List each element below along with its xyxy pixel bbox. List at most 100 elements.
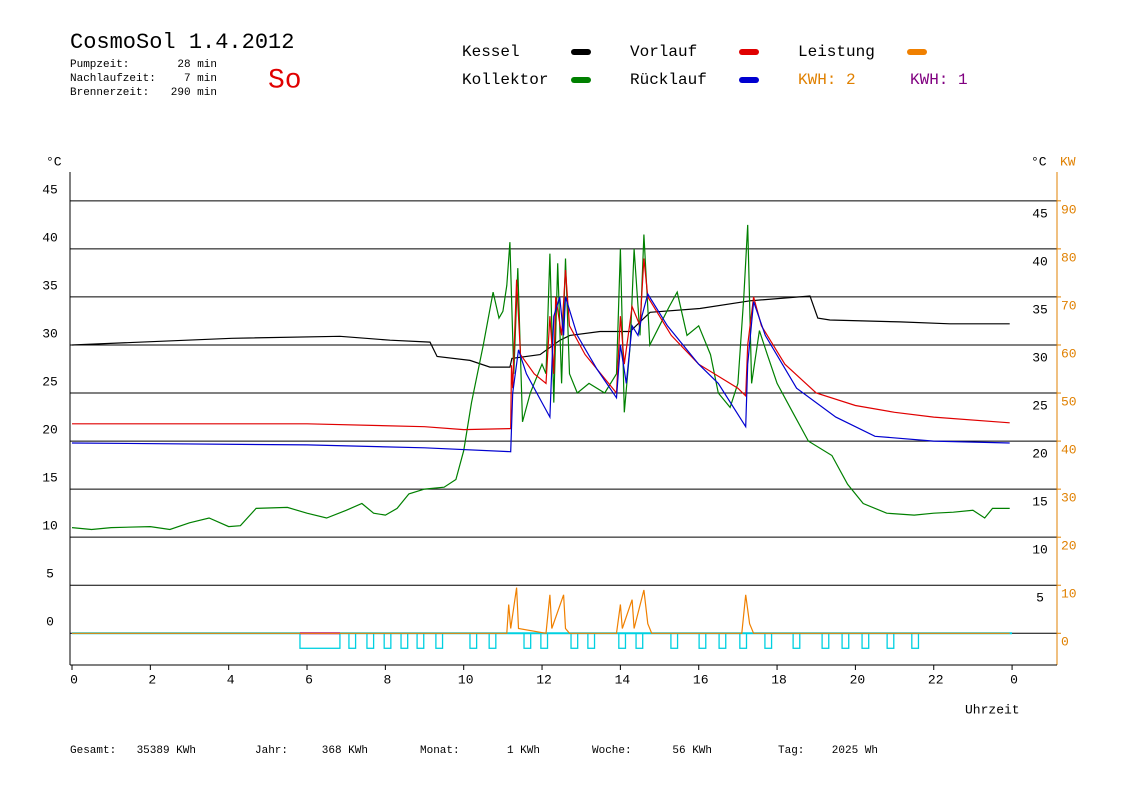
pump-interval [635, 632, 644, 649]
pump-interval [587, 632, 596, 649]
y-tick-label: 5 [46, 567, 54, 582]
pump-interval [911, 632, 920, 649]
pump-interval [523, 632, 532, 649]
series-line [71, 295, 1010, 368]
stat-value: 28 min [177, 59, 217, 71]
stat-label: Brennerzeit: [70, 87, 149, 99]
pump-interval [570, 632, 579, 649]
stat-value: 7 min [184, 73, 217, 85]
y-tick-label: 25 [42, 374, 58, 389]
x-tick-label: 0 [70, 672, 78, 687]
y-tick-label: 30 [42, 326, 58, 341]
x-axis-label: Uhrzeit [965, 702, 1020, 717]
day: So [268, 65, 302, 96]
y2-tick-label: 30 [1061, 491, 1077, 506]
pump-interval [299, 632, 341, 649]
title: CosmoSol 1.4.2012 [70, 30, 294, 55]
footer-label: Tag: [778, 745, 804, 757]
footer-label: Jahr: [255, 745, 288, 757]
stat-label: Pumpzeit: [70, 59, 129, 71]
footer-value: 1 KWh [507, 745, 540, 757]
footer-label: Woche: [592, 745, 632, 757]
y2-tick-label: 40 [1061, 443, 1077, 458]
y2-tick-label: 0 [1061, 635, 1069, 650]
y-tick-label-right: 20 [1032, 447, 1048, 462]
y-tick-label: 0 [46, 615, 54, 630]
x-tick-label: 22 [928, 672, 944, 687]
pump-interval [670, 632, 679, 649]
y2-tick-label: 80 [1061, 250, 1077, 265]
pump-interval [841, 632, 850, 649]
pump-interval [383, 632, 392, 649]
y2-tick-label: 20 [1061, 539, 1077, 554]
kwh-label: KWH: 1 [910, 71, 968, 89]
x-tick-label: 4 [227, 672, 235, 687]
pump-interval [416, 632, 425, 649]
y-tick-label: 35 [42, 278, 58, 293]
x-tick-label: 2 [148, 672, 156, 687]
y-tick-label-right: 25 [1032, 398, 1048, 413]
x-tick-label: 16 [693, 672, 709, 687]
footer-value: 35389 KWh [137, 745, 196, 757]
pump-interval [400, 632, 409, 649]
pump-interval [540, 632, 549, 649]
legend-label: Rücklauf [630, 71, 707, 89]
pump-interval [435, 632, 444, 649]
pump-interval [698, 632, 707, 649]
stat-value: 290 min [171, 87, 217, 99]
y-tick-label: 40 [42, 230, 58, 245]
y-axis-label: °C [46, 154, 62, 169]
x-tick-label: 18 [771, 672, 787, 687]
footer-value: 2025 Wh [832, 745, 878, 757]
series-line [71, 224, 1010, 531]
legend-label: Leistung [798, 43, 875, 61]
y2-axis-label: KW [1060, 154, 1076, 169]
pump-interval [469, 632, 478, 649]
legend-label: Kessel [462, 43, 520, 61]
pump-interval [366, 632, 375, 649]
series-line [72, 258, 1010, 431]
pump-interval [764, 632, 773, 649]
stat-label: Nachlaufzeit: [70, 73, 156, 85]
x-tick-label: 10 [458, 672, 474, 687]
pump-interval [886, 632, 895, 649]
y2-tick-label: 60 [1061, 346, 1077, 361]
y2-tick-label: 50 [1061, 394, 1077, 409]
y2-tick-label: 10 [1061, 587, 1077, 602]
pump-interval [348, 632, 357, 649]
x-tick-label: 12 [536, 672, 552, 687]
y-tick-label-right: 15 [1032, 495, 1048, 510]
series-line [71, 292, 1010, 453]
x-tick-label: 6 [305, 672, 313, 687]
y2-tick-label: 90 [1061, 202, 1077, 217]
y-tick-label-right: 40 [1032, 254, 1048, 269]
pump-interval [739, 632, 748, 649]
x-tick-label: 8 [383, 672, 391, 687]
y-tick-label-right: 5 [1036, 591, 1044, 606]
y-tick-label-right: 45 [1032, 206, 1048, 221]
y-tick-label-right: 30 [1032, 350, 1048, 365]
pump-interval [488, 632, 497, 649]
footer-label: Gesamt: [70, 745, 116, 757]
y-tick-label: 10 [42, 519, 58, 534]
legend-label: Vorlauf [630, 43, 697, 61]
kwh-label: KWH: 2 [798, 71, 856, 89]
pump-interval [821, 632, 830, 649]
y-tick-label-right: 35 [1032, 302, 1048, 317]
pump-interval [718, 632, 727, 649]
x-tick-label: 0 [1010, 672, 1018, 687]
series-line [72, 587, 1010, 635]
y2-tick-label: 70 [1061, 298, 1077, 313]
x-tick-label: 14 [615, 672, 631, 687]
y-axis-label-right: °C [1031, 154, 1047, 169]
y-tick-label: 15 [42, 471, 58, 486]
y-tick-label: 45 [42, 182, 58, 197]
pump-interval [618, 632, 627, 649]
pump-interval [792, 632, 801, 649]
footer-value: 56 KWh [672, 745, 712, 757]
y-tick-label-right: 10 [1032, 543, 1048, 558]
y-tick-label: 20 [42, 423, 58, 438]
footer-value: 368 KWh [322, 745, 368, 757]
pump-interval [861, 632, 870, 649]
